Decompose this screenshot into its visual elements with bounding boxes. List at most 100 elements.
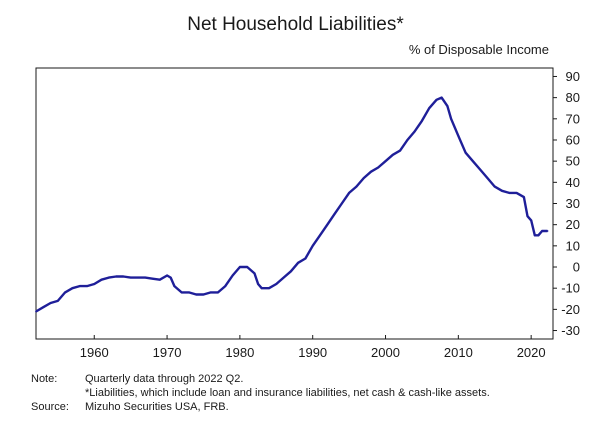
x-tick-label: 1960 [80,345,109,360]
y-tick-label: 10 [566,238,580,253]
data-point [195,293,198,296]
data-point [257,283,259,285]
source-text: Mizuho Securities USA, FRB. [85,401,229,413]
data-point [268,287,270,290]
series-group [35,96,549,313]
y-tick-label: 50 [566,154,580,169]
data-point [246,266,249,268]
data-point [515,192,518,194]
data-point [446,105,449,108]
data-point [450,117,452,120]
data-point [71,287,74,290]
data-point [253,272,256,275]
note-row: Note: Quarterly data through 2022 Q2. [31,372,490,386]
series-line [35,96,548,313]
data-point [166,274,168,277]
data-point [391,153,394,156]
footnotes: Note: Quarterly data through 2022 Q2. *L… [31,372,490,414]
data-point [501,189,503,192]
data-point [522,196,525,199]
note-label [31,386,85,400]
data-point [100,278,103,281]
data-point [224,285,227,287]
y-tick-label: -20 [561,302,580,317]
plot-frame [35,67,554,340]
data-point [530,219,533,222]
x-tick-label: 1970 [153,345,182,360]
data-point [209,291,212,294]
data-point [217,291,219,294]
chart-title: Net Household Liabilities* [187,14,404,35]
data-point [508,192,511,194]
data-point [129,276,132,279]
data-point [275,283,278,285]
data-point [202,293,205,296]
data-point [64,291,67,294]
data-point [56,299,59,302]
data-point [297,261,300,264]
data-point [435,98,438,101]
data-point [406,139,409,141]
data-point [311,244,314,247]
data-point [541,230,543,232]
note-row: *Liabilities, which include loan and ins… [31,386,490,400]
data-point [370,170,372,173]
data-point [486,177,489,179]
data-point [355,185,358,188]
data-point [537,234,540,237]
y-tick-label: 20 [566,217,580,232]
data-point [384,160,387,163]
data-point [533,234,536,237]
y-tick-label: 90 [566,69,580,84]
x-tick-label: 1990 [298,345,327,360]
data-point [282,276,285,279]
data-point [49,302,52,304]
data-point [158,278,161,281]
y-tick-label: 0 [573,260,580,275]
note-text: Quarterly data through 2022 Q2. [85,373,244,385]
data-point [377,166,380,169]
y-tick-label: 70 [566,111,580,126]
data-point [151,277,154,280]
y-tick-label: -10 [561,281,580,296]
x-tick-label: 1980 [225,345,254,360]
note-label: Note: [31,373,58,385]
data-point [326,223,329,226]
data-point [399,149,401,152]
data-point [35,310,37,313]
data-point [169,276,172,279]
data-point [546,230,549,232]
data-point [231,274,234,277]
data-point [93,283,96,285]
data-point [319,234,321,237]
data-point [173,285,176,287]
data-point [86,285,88,287]
y-tick-label: 40 [566,175,580,190]
data-point [188,291,190,294]
x-tick-label: 2010 [444,345,473,360]
source-row: Source: Mizuho Securities USA, FRB. [31,400,490,414]
data-point [440,96,443,99]
data-point [428,107,431,110]
data-point [304,257,307,260]
data-point [260,287,263,290]
data-point [107,276,110,279]
data-point [238,266,241,268]
data-point [457,134,460,137]
data-point [78,285,81,287]
data-point [362,177,365,179]
data-point [144,276,147,279]
data-point [137,276,139,279]
data-point [333,213,336,215]
y-axis-label: % of Disposable Income [408,42,549,57]
data-point [42,306,45,309]
data-point [464,151,467,154]
data-point [526,215,529,218]
data-point [180,291,183,294]
data-point [472,160,474,163]
data-point [493,185,496,188]
y-tick-label: -30 [561,323,580,338]
y-tick-label: 60 [566,132,580,147]
